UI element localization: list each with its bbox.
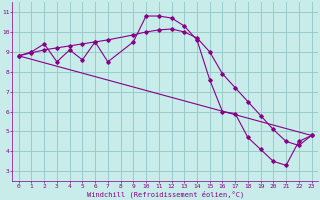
X-axis label: Windchill (Refroidissement éolien,°C): Windchill (Refroidissement éolien,°C) bbox=[86, 190, 244, 198]
